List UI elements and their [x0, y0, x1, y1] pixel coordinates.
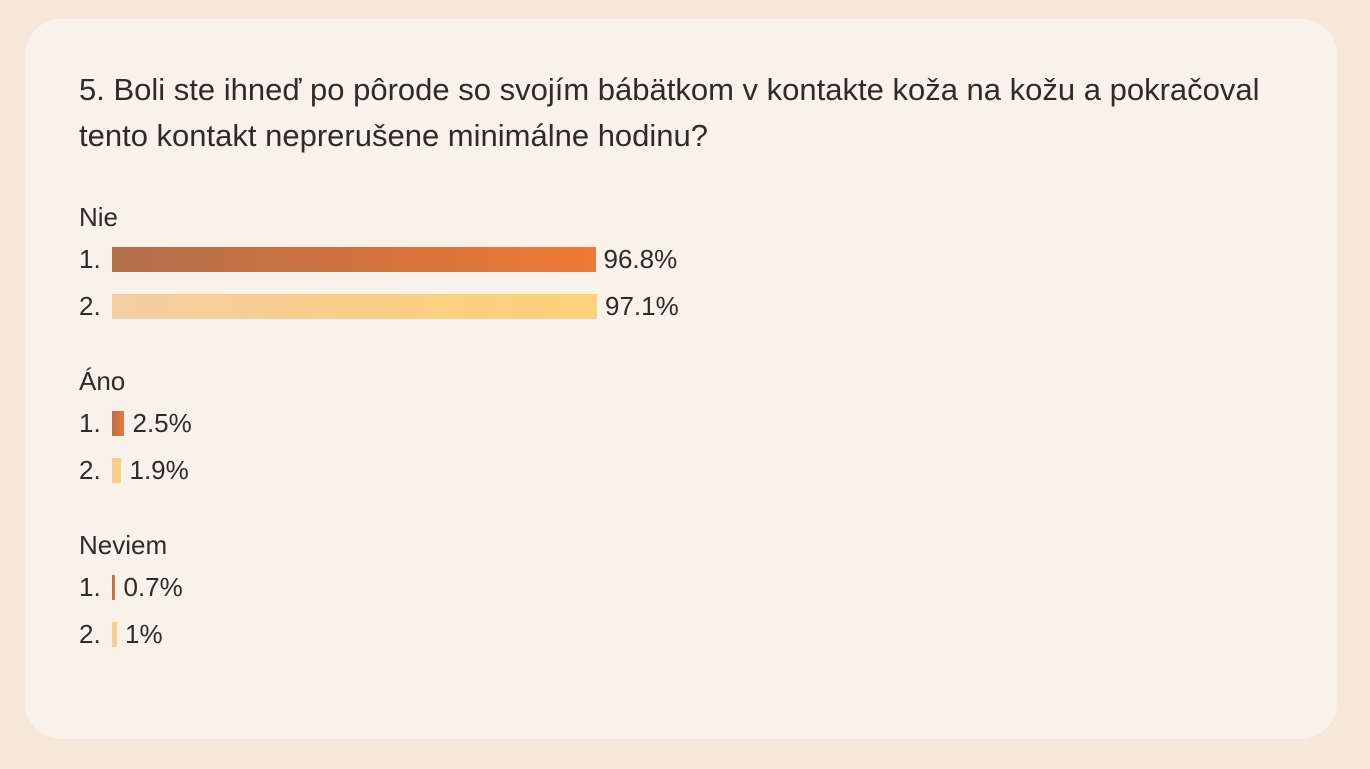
category-label: Neviem	[79, 530, 168, 560]
value-label: 1%	[124, 618, 163, 649]
series-label: 2.	[79, 618, 101, 649]
bar-row: 2. 1%	[79, 619, 1283, 649]
bar-row: 1. 96.8%	[79, 244, 1283, 274]
bar-row: 2. 1.9%	[79, 455, 1283, 485]
value-label: 0.7%	[123, 571, 183, 602]
category-group: Neviem 1. 0.7% 2. 1%	[79, 530, 1283, 649]
series-label: 1.	[79, 243, 101, 274]
bar	[112, 246, 596, 272]
value-label: 2.5%	[132, 407, 192, 438]
category-group: Nie 1. 96.8% 2. 97.1%	[79, 202, 1283, 321]
bar-row: 2. 97.1%	[79, 291, 1283, 321]
bar-row: 1. 0.7%	[79, 572, 1283, 602]
value-label: 97.1%	[605, 290, 679, 321]
category-label: Áno	[79, 366, 126, 396]
series-label: 1.	[79, 571, 101, 602]
bar	[112, 293, 597, 319]
category-group: Áno 1. 2.5% 2. 1.9%	[79, 366, 1283, 485]
category-label: Nie	[79, 202, 119, 232]
survey-card: 5. Boli ste ihneď po pôrode so svojím bá…	[25, 19, 1337, 739]
value-label: 1.9%	[129, 454, 189, 485]
value-label: 96.8%	[603, 243, 678, 274]
bar	[112, 457, 122, 483]
series-label: 1.	[79, 407, 101, 438]
series-label: 2.	[79, 454, 101, 485]
results-chart: Nie 1. 96.8% 2. 97.1% Áno 1. 2.5% 2. 1.9% Neviem 1.…	[79, 202, 1283, 649]
bar	[112, 574, 116, 600]
bar	[112, 410, 125, 436]
series-label: 2.	[79, 290, 101, 321]
bar-row: 1. 2.5%	[79, 408, 1283, 438]
question-title: 5. Boli ste ihneď po pôrode so svojím bá…	[79, 72, 1260, 153]
bar	[112, 621, 117, 647]
